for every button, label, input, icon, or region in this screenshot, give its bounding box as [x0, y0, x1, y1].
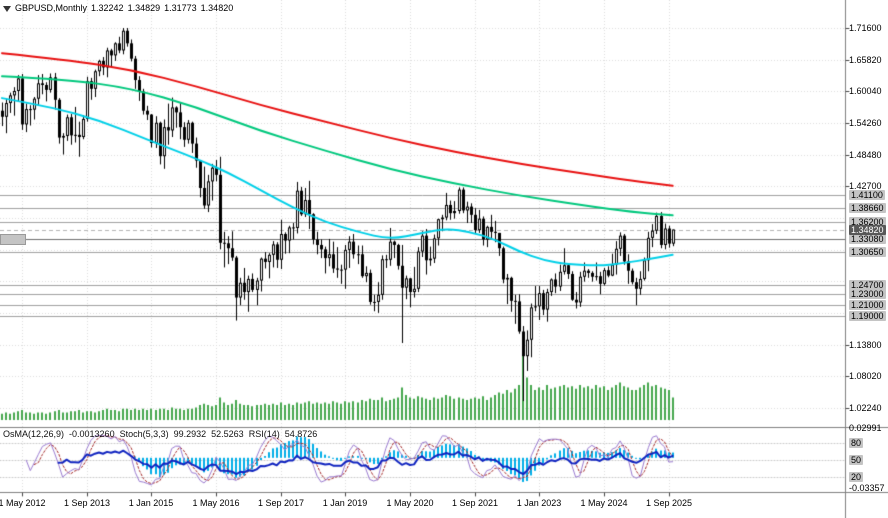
sr-price-badge: 1.19000: [849, 311, 886, 321]
price-axis-label: 1.02240: [849, 403, 882, 413]
osma-value: -0.0013260: [69, 429, 115, 439]
indicator-header: OsMA(12,26,9) -0.0013260 Stoch(5,3,3) 99.29…: [3, 429, 322, 439]
quote-low: 1.31773: [164, 3, 197, 13]
quote-close: 1.34820: [200, 3, 234, 13]
stoch-k-value: 99.2932: [173, 429, 207, 439]
time-axis-label: 1 Sep 2025: [645, 498, 693, 508]
price-axis-label: 1.42700: [849, 181, 882, 191]
stoch-level-badge: 50: [849, 455, 864, 465]
stoch-level-badge: 20: [849, 472, 864, 482]
chart-marker-icon: [3, 5, 11, 12]
sr-price-badge: 1.21000: [849, 300, 886, 310]
time-axis-label: 1 May 2016: [192, 498, 240, 508]
sr-price-badge: 1.24700: [849, 280, 886, 290]
rsi-value: 54.8726: [284, 429, 318, 439]
price-axis-label: 1.08020: [849, 371, 882, 381]
sr-price-badge: 1.41100: [849, 190, 885, 200]
time-axis[interactable]: 1 May 2012 1 Sep 2013 1 Jan 2015 1 May 2016…: [0, 496, 846, 518]
time-axis-label: 1 May 2024: [580, 498, 628, 508]
time-axis-label: 1 Jan 2019: [322, 498, 368, 508]
price-axis-label: 1.48480: [849, 150, 882, 160]
sr-price-badge: 1.38660: [849, 203, 886, 213]
stoch-level-badge: 80: [849, 438, 864, 448]
stoch-label: Stoch(5,3,3): [119, 429, 169, 439]
price-axis-label: 1.65820: [849, 55, 882, 65]
sr-price-badge: 1.23000: [849, 289, 886, 299]
quote-open: 1.32242: [91, 3, 124, 13]
price-level-flag: [0, 234, 26, 245]
price-axis[interactable]: 1.71600 1.65820 1.60040 1.54260 1.48480 1.427…: [845, 0, 888, 518]
time-axis-label: 1 Sep 2021: [451, 498, 499, 508]
price-axis-label: 1.13800: [849, 340, 882, 350]
price-axis-label: 1.54260: [849, 118, 882, 128]
time-axis-label: 1 Jan 2015: [128, 498, 174, 508]
time-axis-label: 1 Jan 2023: [516, 498, 562, 508]
price-axis-label: 1.71600: [849, 23, 882, 33]
osma-label: OsMA(12,26,9): [3, 429, 65, 439]
indicator-axis-min: -0.03357: [849, 483, 885, 493]
time-axis-label: 1 Sep 2017: [257, 498, 305, 508]
sr-price-badge: 1.36200: [849, 217, 886, 227]
symbol-timeframe-label: GBPUSD,Monthly: [15, 3, 88, 13]
quote-high: 1.34829: [127, 3, 161, 13]
sr-price-badge: 1.30650: [849, 247, 886, 257]
current-price-badge: 1.34820: [849, 225, 886, 235]
stoch-d-value: 52.5263: [211, 429, 244, 439]
sr-price-badge: 1.33080: [849, 234, 886, 244]
time-axis-label: 1 May 2020: [386, 498, 434, 508]
time-axis-label: 1 Sep 2013: [63, 498, 111, 508]
indicator-axis-max: 0.02991: [849, 423, 882, 433]
quote-line: GBPUSD,Monthly 1.32242 1.34829 1.31773 1.348…: [3, 3, 237, 13]
price-axis-label: 1.60040: [849, 86, 882, 96]
rsi-label: RSI(14): [248, 429, 280, 439]
time-axis-label: 1 May 2012: [0, 498, 46, 508]
